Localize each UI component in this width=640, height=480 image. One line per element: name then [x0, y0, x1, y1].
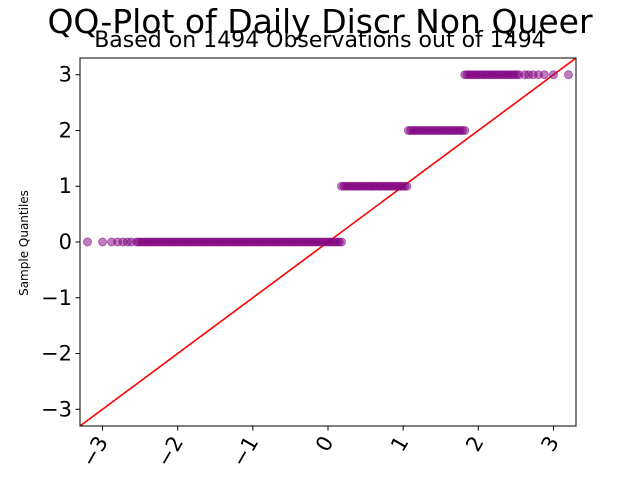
y-tick-label: 0 [59, 230, 72, 254]
x-axis: −3 −2 −1 0 1 2 3 [77, 426, 564, 471]
chart-subtitle: Based on 1494 Observations out of 1494 [0, 27, 640, 55]
data-point [515, 71, 523, 79]
y-tick-label: −3 [41, 397, 72, 421]
y-axis: −3 −2 −1 0 1 2 3 [41, 63, 80, 422]
data-point [549, 71, 557, 79]
x-tick-label: 0 [311, 432, 338, 456]
x-tick-label: −2 [152, 432, 188, 471]
data-point [564, 71, 572, 79]
x-tick-label: −1 [227, 432, 263, 471]
data-point [540, 71, 548, 79]
y-tick-label: −2 [41, 342, 72, 366]
x-tick-label: 3 [536, 432, 563, 456]
data-point [84, 238, 92, 246]
x-tick-label: 1 [386, 432, 413, 456]
data-points-layer [84, 71, 573, 246]
x-tick-label: 2 [461, 432, 488, 456]
x-tick-label: −3 [77, 432, 113, 471]
y-tick-label: 2 [59, 118, 72, 142]
y-tick-label: 3 [59, 63, 72, 87]
data-point [461, 126, 469, 134]
data-point [99, 238, 107, 246]
y-axis-label: Sample Quantiles [17, 190, 31, 296]
data-point [403, 182, 411, 190]
y-tick-label: 1 [59, 174, 72, 198]
data-point [338, 238, 346, 246]
y-tick-label: −1 [41, 286, 72, 310]
